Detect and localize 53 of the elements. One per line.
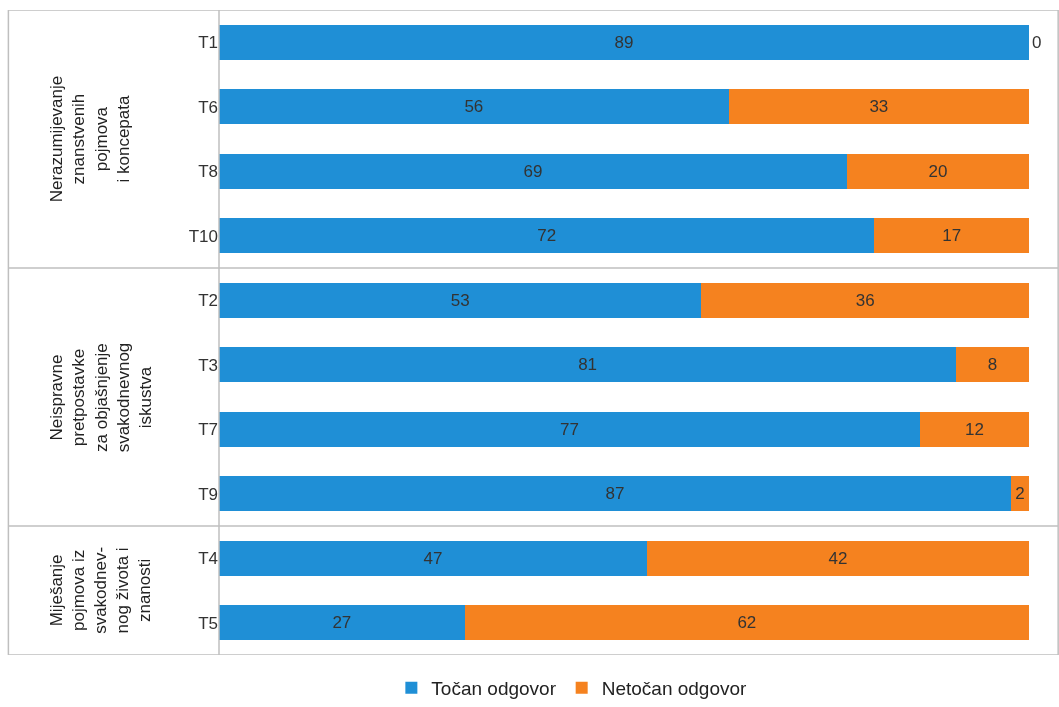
data-label: 47 [423, 548, 443, 568]
data-label: 53 [450, 290, 470, 310]
data-label: 81 [578, 355, 598, 375]
data-label: 56 [464, 97, 484, 117]
data-label: 33 [869, 97, 889, 117]
bar [728, 89, 1029, 125]
bar [874, 218, 1029, 254]
data-label: 36 [855, 290, 875, 310]
data-label: 87 [605, 484, 625, 504]
data-label: 20 [928, 161, 948, 181]
y-tick-label: T3 [198, 355, 218, 375]
data-label: 72 [537, 226, 557, 246]
y-tick-label: T4 [198, 549, 218, 569]
bar [219, 153, 847, 189]
bar [919, 411, 1029, 447]
data-label: 62 [737, 613, 757, 633]
legend-label: Netočan odgovor [601, 678, 748, 700]
bar [219, 540, 647, 576]
y-tick-label: T1 [198, 33, 218, 53]
y-tick-label: T6 [198, 97, 218, 117]
y-tick-label: T2 [198, 291, 218, 311]
data-label: 77 [559, 419, 579, 439]
text: Neispravne pretpostavke za objašnjenje svakodnevnog iskustva [47, 342, 155, 453]
bar [646, 540, 1029, 576]
legend-label: Točan odgovor [431, 678, 557, 700]
data-label: 89 [614, 32, 634, 52]
y-tick-label: T9 [198, 484, 218, 504]
bar [701, 282, 1029, 318]
bar [219, 347, 957, 383]
bar [956, 347, 1029, 383]
bar [219, 89, 729, 125]
bar [464, 605, 1029, 641]
data-label: 12 [964, 419, 984, 439]
y-tick-label: T5 [198, 613, 218, 633]
data-label: 69 [523, 161, 543, 181]
data-label: 42 [828, 548, 848, 568]
data-label: 2 [1015, 484, 1025, 504]
bar [219, 476, 1011, 512]
bar [219, 218, 875, 254]
data-label: 8 [987, 355, 998, 375]
bar [219, 605, 465, 641]
text: Nerazumijevanje znanstvenih pojmova i koncepata [47, 75, 133, 203]
y-tick-label: T10 [188, 226, 218, 246]
bar [219, 411, 920, 447]
bar [846, 153, 1029, 189]
bar [219, 24, 1029, 60]
data-label: 0 [1032, 32, 1042, 52]
bar [219, 282, 702, 318]
y-tick-label: T7 [198, 420, 218, 440]
data-label: 27 [332, 613, 352, 633]
text: Miješanje pojmova iz svakodnev- nog života i znanosti [46, 546, 155, 634]
y-tick-label: T8 [198, 162, 218, 182]
data-label: 17 [942, 226, 962, 246]
